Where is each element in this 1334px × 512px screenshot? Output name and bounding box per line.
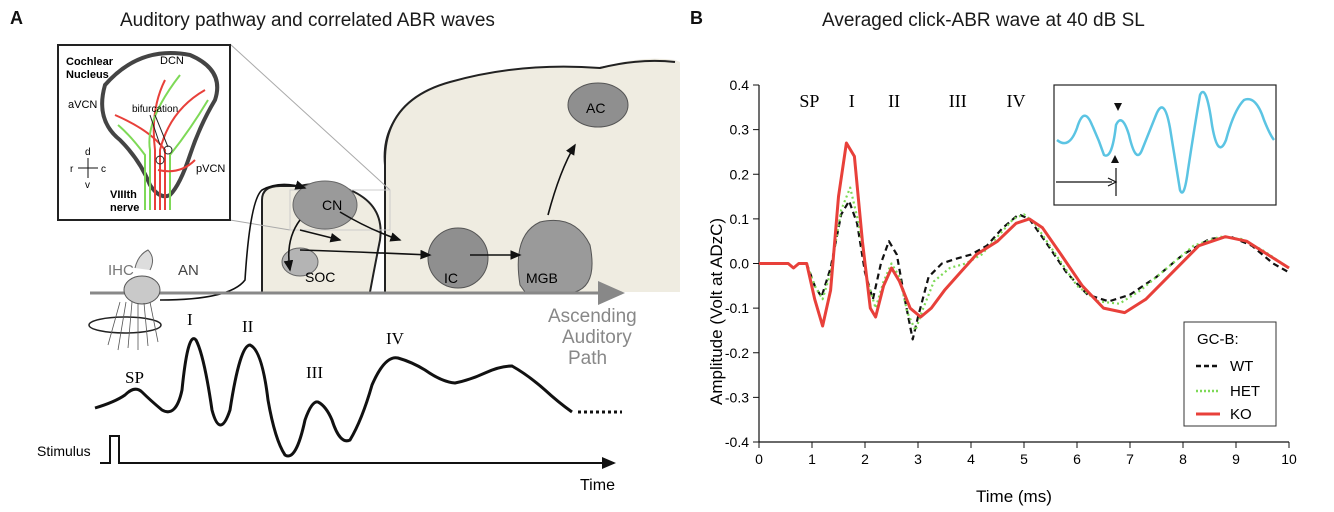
path-label-line2: Auditory [562,327,632,348]
panel-a-letter: A [10,8,23,28]
x-tick-label: 8 [1179,451,1187,467]
soc-label: SOC [305,269,335,285]
chart-title: Averaged click-ABR wave at 40 dB SL [822,10,1145,31]
inset-waveform [1053,84,1277,206]
ic-nucleus [427,227,489,289]
x-tick-label: 3 [914,451,922,467]
series-line-wt [759,199,1290,341]
x-tick-label: 10 [1281,451,1297,467]
dcn-label: DCN [160,55,184,67]
chart-wave-label: IV [1007,91,1026,111]
cn-label: CN [322,197,342,213]
y-tick-label: 0.4 [730,77,750,93]
inset-triangle-up [1111,155,1119,163]
compass-c: c [101,164,106,175]
stimulus-pulse [100,435,128,464]
series-line-het [759,186,1290,332]
x-tick-label: 7 [1126,451,1134,467]
chart-wave-label: II [888,91,900,111]
ihc-label: IHC [108,262,134,279]
basilar-membrane [88,316,162,334]
orientation-compass: d v r c [70,147,106,191]
pvcn-label: pVCN [196,163,225,175]
inset-title-line2: Nucleus [66,69,109,81]
y-tick-label: -0.3 [725,389,749,405]
compass-v: v [85,180,90,191]
an-fiber [159,180,307,301]
nerve-label-line1: VIIIth [110,189,137,201]
ic-label: IC [444,270,458,286]
mgb-nucleus [517,219,593,293]
y-tick-label: -0.1 [725,300,749,316]
ac-nucleus [567,82,629,128]
inset-wave-trace [1056,90,1276,194]
wave-label-iv: IV [386,329,405,348]
legend-title: GC-B: [1197,331,1239,348]
inset-title-line1: Cochlear [66,56,114,68]
x-tick-label: 6 [1073,451,1081,467]
path-label-line1: Ascending [548,306,637,327]
y-tick-label: -0.4 [725,434,749,450]
x-tick-label: 9 [1232,451,1240,467]
panel-b-letter: B [690,8,703,28]
x-axis-label: Time (ms) [976,487,1052,506]
compass-r: r [70,164,74,175]
wave-label-ii: II [242,317,254,336]
compass-d: d [85,147,91,158]
x-tick-label: 5 [1020,451,1028,467]
x-tick-label: 1 [808,451,816,467]
ihc-cell [123,275,161,305]
time-label: Time [580,477,615,494]
avcn-label: aVCN [68,99,97,111]
legend-label-ko: KO [1230,406,1252,423]
wave-label-i: I [187,310,193,329]
path-label-line3: Path [568,348,607,369]
wave-label-sp: SP [125,368,144,387]
series-line-ko [759,141,1290,328]
inset-triangle-down [1114,103,1122,111]
auditory-pathway-diagram: Cochlear Nucleus DCN aVCN bifurcation pV… [37,43,680,494]
legend: GC-B: WT HET KO [1183,321,1277,427]
ac-label: AC [586,100,605,116]
mgb-label: MGB [526,270,558,286]
y-tick-label: 0.1 [730,211,750,227]
x-tick-label: 2 [861,451,869,467]
y-tick-label: 0.0 [730,256,750,272]
y-tick-label: 0.2 [730,166,750,182]
wave-label-iii: III [306,363,323,382]
schematic-abr-wave [94,337,573,458]
nerve-label-line2: nerve [110,202,139,214]
x-tick-label: 4 [967,451,975,467]
cochlear-nucleus-shape [100,51,220,199]
y-axis-label: Amplitude (Volt at ADzC) [707,218,726,405]
y-tick-label: -0.2 [725,345,749,361]
stimulus-label: Stimulus [37,443,91,459]
legend-label-het: HET [1230,383,1260,400]
x-tick-label: 0 [755,451,763,467]
chart-wave-label: I [849,91,855,111]
chart-wave-label: III [949,91,967,111]
abr-line-chart: 0 1 2 3 4 5 6 7 8 9 10 -0.4 -0.3 -0.2 -0.1 0.0 0.1 0.2 0.3… [707,77,1297,506]
chart-wave-label: SP [799,91,819,111]
legend-label-wt: WT [1230,358,1253,375]
bifurcation-label: bifurcation [132,104,178,115]
y-tick-label: 0.3 [730,122,750,138]
cn-nucleus [292,180,358,230]
panel-a-title: Auditory pathway and correlated ABR wave… [120,10,495,31]
an-label: AN [178,262,199,279]
